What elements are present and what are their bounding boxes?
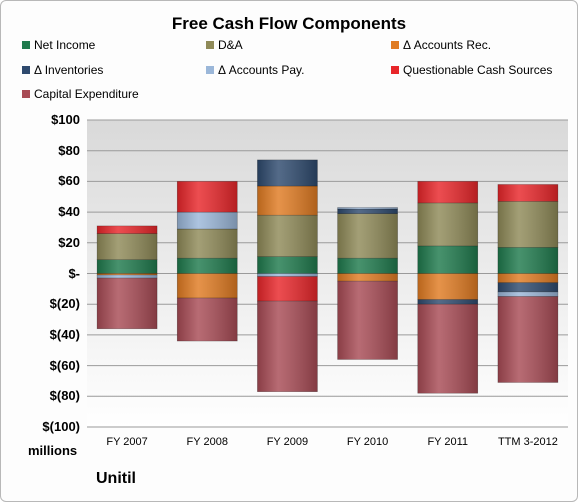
bar-shading (417, 245, 478, 274)
bar-shading (417, 202, 478, 246)
legend-swatch (391, 41, 399, 49)
bar-shading (417, 273, 478, 300)
bar-shading (177, 228, 238, 259)
legend-swatch (22, 41, 30, 49)
bar-shading (337, 258, 398, 274)
legend-swatch (391, 66, 399, 74)
bar-shading (177, 181, 238, 213)
y-tick-label: $- (68, 265, 80, 281)
bar-shading (497, 273, 558, 283)
legend-item: Δ Accounts Rec. (391, 38, 491, 52)
y-tick-label: $(100) (42, 419, 80, 434)
y-tick-label: $(20) (49, 296, 80, 312)
x-tick-label: FY 2009 (266, 436, 309, 448)
legend-item: Δ Accounts Pay. (206, 63, 305, 77)
bar-shading (177, 212, 238, 229)
legend-label: Questionable Cash Sources (403, 63, 553, 77)
legend-swatch (206, 41, 214, 49)
bar-shading (417, 181, 478, 203)
y-tick-label: $(60) (49, 357, 80, 373)
legend-swatch (206, 66, 214, 74)
legend-swatch (22, 90, 30, 98)
bar-shading (97, 233, 158, 260)
bar-shading (337, 213, 398, 259)
x-tick-label: FY 2010 (346, 436, 389, 448)
bar-shading (497, 201, 558, 248)
bar-shading (97, 273, 158, 276)
bar-shading (97, 225, 158, 234)
bar-shading (257, 256, 318, 274)
legend-item: Net Income (22, 38, 95, 52)
bar-shading (97, 275, 158, 279)
legend-label: Capital Expenditure (34, 87, 139, 101)
legend-label: Δ Accounts Rec. (403, 38, 492, 52)
legend-item: D&A (206, 38, 243, 52)
bar-shading (177, 273, 238, 299)
bar-shading (497, 291, 558, 297)
bar-shading (497, 247, 558, 274)
x-tick-label: FY 2011 (427, 436, 469, 448)
legend-item: Questionable Cash Sources (391, 63, 552, 77)
legend-label: D&A (218, 38, 243, 52)
bar-shading (177, 298, 238, 342)
legend-label: Δ Accounts Pay. (218, 63, 305, 77)
x-tick-label: FY 2007 (106, 436, 148, 448)
bar-shading (257, 215, 318, 257)
legend-item: Δ Inventories (22, 63, 103, 77)
bar-shading (417, 299, 478, 305)
bar-shading (337, 273, 398, 282)
company-name: Unitil (96, 470, 136, 487)
bar-shading (417, 304, 478, 394)
bar-shading (257, 273, 318, 277)
bar-shading (337, 209, 398, 214)
units-label: millions (28, 443, 78, 458)
bar-shading (257, 301, 318, 392)
legend-label: Δ Inventories (34, 63, 104, 77)
x-tick-label: FY 2008 (186, 436, 228, 448)
bar-shading (177, 258, 238, 274)
bar-shading (497, 184, 558, 202)
y-tick-label: $(40) (49, 326, 80, 342)
bar-shading (97, 259, 158, 274)
bar-shading (337, 281, 398, 360)
bar-shading (337, 207, 398, 210)
y-tick-label: $100 (51, 112, 80, 127)
chart-title: Free Cash Flow Components (171, 14, 407, 33)
bar-shading (257, 276, 318, 302)
y-tick-label: $(80) (49, 388, 80, 404)
y-tick-label: $40 (58, 204, 80, 220)
bar-shading (257, 159, 318, 187)
legend-label: Net Income (34, 38, 96, 52)
bar-shading (497, 282, 558, 292)
bar-shading (97, 278, 158, 329)
y-tick-label: $20 (58, 234, 80, 250)
x-tick-label: TTM 3-2012 (497, 436, 558, 448)
y-tick-label: $60 (58, 173, 80, 189)
bar-shading (257, 186, 318, 216)
legend-item: Capital Expenditure (22, 87, 139, 101)
y-tick-label: $80 (58, 142, 80, 158)
legend-swatch (22, 66, 30, 74)
bar-shading (497, 296, 558, 383)
